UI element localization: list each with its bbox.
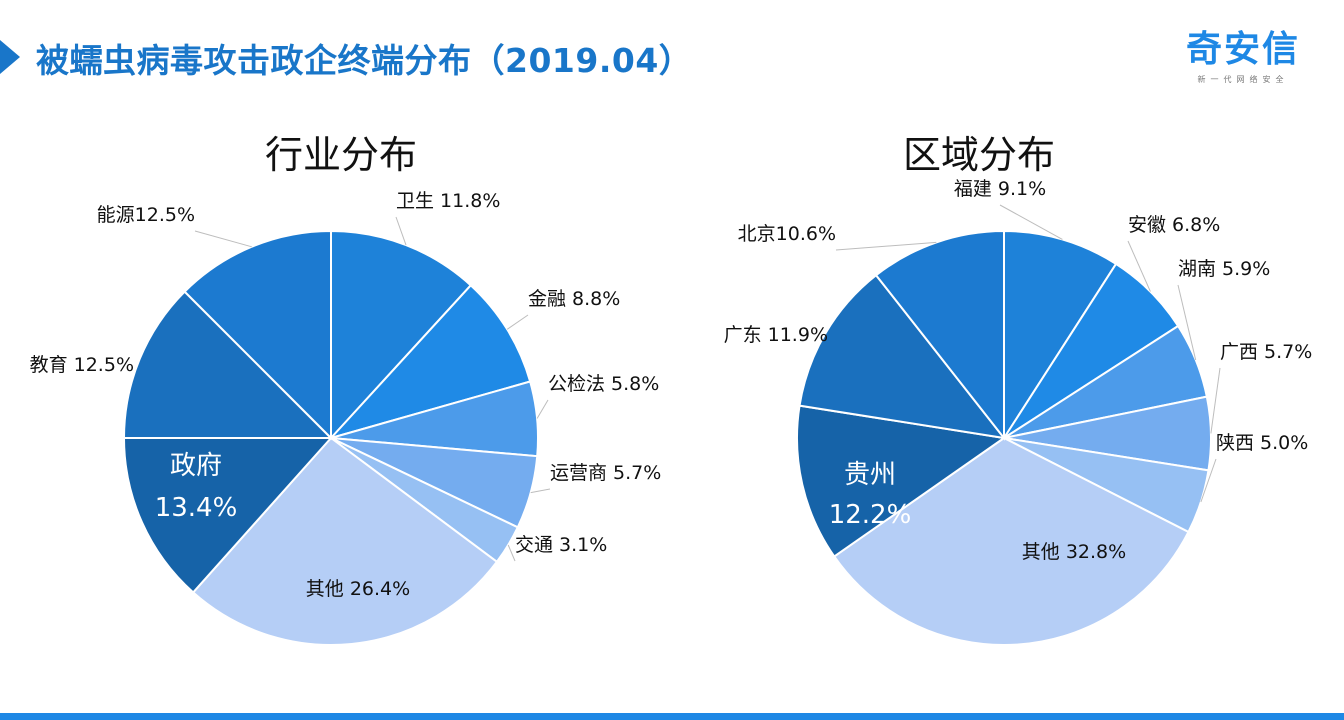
brand-logo: 奇安信 新一代网络安全 bbox=[1186, 30, 1300, 85]
leader-line-industry-0 bbox=[395, 216, 407, 246]
slice-label-industry-5: 其他 26.4% bbox=[306, 578, 410, 600]
leader-line-industry-1 bbox=[506, 314, 529, 330]
slice-label-industry-4: 交通 3.1% bbox=[515, 534, 607, 556]
logo-name: 奇安信 bbox=[1185, 29, 1300, 70]
slice-label-region-4: 陕西 5.0% bbox=[1216, 432, 1308, 454]
pie-slice-industry-6 bbox=[122, 437, 334, 594]
leader-line-region-2 bbox=[1177, 284, 1197, 361]
slice-value-industry-6: 13.4% bbox=[155, 493, 238, 523]
leader-line-industry-8 bbox=[194, 230, 252, 248]
leader-line-industry-3 bbox=[530, 488, 551, 494]
slice-label-region-8: 北京10.6% bbox=[738, 223, 836, 245]
pie-slice-region-5 bbox=[832, 436, 1190, 646]
pie-slice-industry-0 bbox=[330, 229, 473, 441]
slice-value-region-6: 12.2% bbox=[829, 500, 912, 530]
chart-title-region: 区域分布 bbox=[902, 133, 1055, 177]
slice-label-region-1: 安徽 6.8% bbox=[1128, 214, 1220, 236]
leader-line-region-1 bbox=[1127, 240, 1151, 292]
leader-line-industry-4 bbox=[507, 544, 516, 562]
leader-line-region-0 bbox=[999, 204, 1063, 240]
slice-label-region-7: 广东 11.9% bbox=[724, 324, 828, 346]
title-arrow-icon bbox=[0, 40, 20, 74]
slice-label-industry-3: 运营商 5.7% bbox=[550, 462, 661, 484]
pie-chart-industry: 卫生 11.8% 金融 8.8% 公检法 5.8% 运营商 5.7% 交通 3.1% 其他… bbox=[30, 190, 661, 646]
slice-label-industry-2: 公检法 5.8% bbox=[548, 373, 659, 395]
pie-slice-region-7 bbox=[798, 273, 1007, 440]
pie-slice-region-8 bbox=[874, 229, 1005, 441]
slice-label-region-6: 贵州 bbox=[844, 460, 896, 490]
slice-label-industry-0: 卫生 11.8% bbox=[396, 190, 500, 212]
leader-line-region-8 bbox=[835, 241, 937, 251]
slice-label-industry-8: 能源12.5% bbox=[97, 204, 195, 226]
chart-title-industry: 行业分布 bbox=[264, 133, 417, 177]
pie-slice-industry-1 bbox=[327, 283, 532, 440]
slice-label-industry-1: 金融 8.8% bbox=[528, 288, 620, 310]
pie-slice-region-6 bbox=[796, 404, 1007, 558]
leader-line-region-3 bbox=[1210, 367, 1221, 434]
leader-line-region-4 bbox=[1200, 458, 1217, 503]
leader-line-industry-2 bbox=[536, 399, 549, 419]
pie-slice-industry-5 bbox=[191, 436, 499, 646]
slice-label-industry-6: 政府 bbox=[170, 451, 222, 481]
slice-label-region-3: 广西 5.7% bbox=[1220, 341, 1312, 363]
slice-label-region-2: 湖南 5.9% bbox=[1178, 258, 1270, 280]
bottom-accent-bar bbox=[0, 713, 1344, 720]
slice-label-region-5: 其他 32.8% bbox=[1022, 541, 1126, 563]
pie-slice-industry-7 bbox=[122, 290, 334, 439]
logo-tagline: 新一代网络安全 bbox=[1197, 75, 1289, 84]
pie-chart-region: 福建 9.1% 安徽 6.8% 湖南 5.9% 广西 5.7% 陕西 5.0% 其他 32… bbox=[724, 178, 1312, 646]
page-title: 被蠕虫病毒攻击政企终端分布（2019.04） bbox=[36, 41, 693, 80]
slice-label-industry-7: 教育 12.5% bbox=[30, 354, 134, 376]
slice-label-region-0: 福建 9.1% bbox=[954, 178, 1046, 200]
